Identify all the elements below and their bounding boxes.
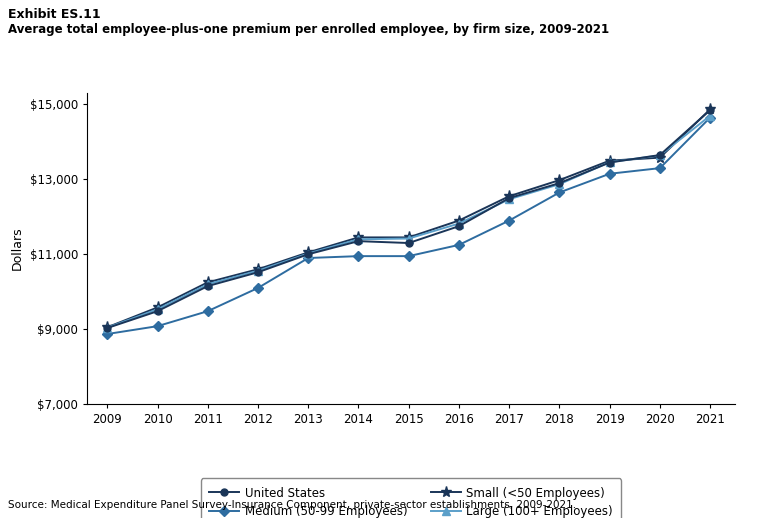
- Text: Source: Medical Expenditure Panel Survey-Insurance Component, private-sector est: Source: Medical Expenditure Panel Survey…: [8, 500, 576, 510]
- Small (<50 Employees): [354, 234, 363, 240]
- Large (100+ Employees): [706, 112, 715, 119]
- United States: [404, 240, 413, 246]
- United States: [203, 283, 212, 289]
- United States: [454, 223, 463, 229]
- United States: [605, 160, 614, 166]
- Small (<50 Employees): [304, 249, 313, 255]
- Medium (50-99 Employees): [555, 190, 564, 196]
- Large (100+ Employees): [404, 235, 413, 241]
- Small (<50 Employees): [203, 279, 212, 285]
- Text: Average total employee-plus-one premium per enrolled employee, by firm size, 200: Average total employee-plus-one premium …: [8, 23, 609, 36]
- Small (<50 Employees): [103, 324, 112, 330]
- United States: [304, 251, 313, 257]
- Medium (50-99 Employees): [505, 218, 514, 224]
- Small (<50 Employees): [505, 193, 514, 199]
- United States: [706, 107, 715, 113]
- Large (100+ Employees): [354, 236, 363, 242]
- United States: [354, 238, 363, 244]
- United States: [103, 325, 112, 331]
- Large (100+ Employees): [253, 268, 262, 274]
- Medium (50-99 Employees): [354, 253, 363, 259]
- Y-axis label: Dollars: Dollars: [11, 227, 24, 270]
- Line: Large (100+ Employees): Large (100+ Employees): [103, 111, 714, 332]
- Large (100+ Employees): [656, 152, 665, 159]
- Medium (50-99 Employees): [605, 170, 614, 177]
- Small (<50 Employees): [153, 304, 162, 310]
- Small (<50 Employees): [656, 154, 665, 161]
- Large (100+ Employees): [103, 325, 112, 331]
- Small (<50 Employees): [706, 106, 715, 112]
- Small (<50 Employees): [253, 266, 262, 272]
- Medium (50-99 Employees): [656, 165, 665, 171]
- Medium (50-99 Employees): [153, 323, 162, 329]
- Large (100+ Employees): [505, 196, 514, 203]
- United States: [153, 308, 162, 314]
- United States: [505, 195, 514, 201]
- Large (100+ Employees): [555, 181, 564, 188]
- Line: United States: United States: [104, 107, 713, 332]
- Legend: United States, Medium (50-99 Employees), Small (<50 Employees), Large (100+ Empl: United States, Medium (50-99 Employees),…: [201, 478, 622, 518]
- Large (100+ Employees): [454, 221, 463, 227]
- Medium (50-99 Employees): [304, 255, 313, 261]
- Small (<50 Employees): [404, 234, 413, 240]
- Medium (50-99 Employees): [253, 285, 262, 291]
- Medium (50-99 Employees): [706, 114, 715, 121]
- Line: Medium (50-99 Employees): Medium (50-99 Employees): [104, 114, 713, 338]
- Medium (50-99 Employees): [454, 242, 463, 248]
- Line: Small (<50 Employees): Small (<50 Employees): [102, 104, 716, 333]
- United States: [253, 269, 262, 276]
- Medium (50-99 Employees): [203, 308, 212, 314]
- United States: [656, 152, 665, 158]
- Large (100+ Employees): [153, 306, 162, 312]
- Large (100+ Employees): [203, 281, 212, 287]
- Medium (50-99 Employees): [404, 253, 413, 259]
- Small (<50 Employees): [605, 157, 614, 164]
- Small (<50 Employees): [454, 218, 463, 224]
- United States: [555, 180, 564, 186]
- Medium (50-99 Employees): [103, 331, 112, 337]
- Large (100+ Employees): [304, 250, 313, 256]
- Text: Exhibit ES.11: Exhibit ES.11: [8, 8, 100, 21]
- Small (<50 Employees): [555, 177, 564, 183]
- Large (100+ Employees): [605, 159, 614, 165]
